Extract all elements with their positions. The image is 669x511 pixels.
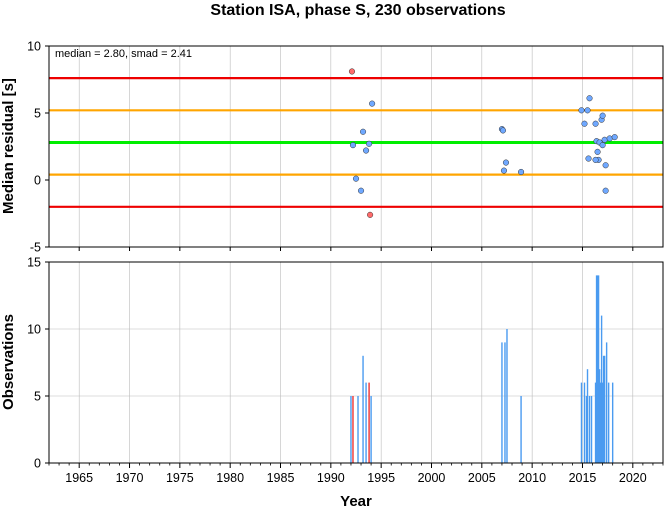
residual-point-26 [599, 112, 606, 119]
x-tick-label-2020: 2020 [619, 471, 647, 485]
observation-bar-23 [600, 315, 603, 463]
residual-point-17 [586, 95, 593, 102]
residual-y-axis-label: Median residual [s] [0, 78, 17, 214]
x-tick-label-2005: 2005 [468, 471, 496, 485]
residual-point-30 [602, 187, 609, 194]
observation-bar-22 [599, 382, 602, 463]
x-tick-label-1995: 1995 [367, 471, 395, 485]
residual-point-13 [518, 168, 525, 176]
residual-point-12 [502, 159, 510, 166]
observation-bar-29 [611, 382, 614, 463]
observation-bar-17 [594, 382, 597, 463]
residual-point-29 [602, 162, 609, 169]
residual-point-4 [359, 128, 367, 135]
observation-bar-1 [352, 396, 354, 463]
residual-points [348, 68, 618, 218]
residual-ytick-label-10: 10 [27, 40, 41, 54]
x-tick-label-2015: 2015 [569, 471, 597, 485]
observation-bar-6 [370, 396, 372, 463]
x-tick-label-1990: 1990 [317, 471, 345, 485]
observations-grid [49, 262, 663, 463]
stats-annotation: median = 2.80, smad = 2.41 [55, 48, 192, 60]
residual-grid [78, 46, 634, 247]
residual-point-20 [594, 148, 601, 155]
residual-point-15 [581, 120, 588, 127]
residual-point-27 [599, 142, 606, 149]
residual-point-6 [366, 140, 373, 147]
observations-y-axis: 0 5 10 15 [27, 256, 49, 471]
observation-bar-0 [350, 396, 352, 463]
residual-point-2 [352, 175, 360, 182]
observations-y-axis-label: Observations [0, 314, 17, 410]
observation-bar-21 [598, 369, 601, 463]
observation-bar-4 [365, 382, 367, 463]
x-tick-label-1965: 1965 [65, 471, 93, 485]
residual-x-ticks [78, 247, 634, 251]
observation-bar-7 [501, 342, 503, 463]
observation-bar-11 [580, 382, 583, 463]
observation-bar-24 [601, 382, 604, 463]
observations-x-axis: 1965 1970 1975 1980 1985 1990 1995 2000 2005 2010… [48, 463, 664, 485]
observation-bar-13 [585, 396, 588, 463]
residual-point-28 [601, 136, 608, 143]
x-tick-label-1970: 1970 [116, 471, 144, 485]
observation-bar-10 [520, 396, 522, 463]
residual-point-1 [349, 142, 357, 149]
observation-bar-5 [368, 382, 370, 463]
chart-title: Station ISA, phase S, 230 observations [210, 2, 505, 19]
observation-bar-14 [586, 369, 589, 463]
observation-bar-18 [595, 275, 598, 463]
observations-ytick-label-5: 5 [34, 390, 41, 404]
observation-bar-16 [590, 396, 593, 463]
residual-point-16 [584, 107, 591, 114]
residual-plot-frame [48, 45, 664, 248]
residual-point-32 [611, 134, 618, 141]
observation-bar-20 [597, 275, 600, 463]
residual-point-3 [357, 187, 365, 194]
residual-point-22 [592, 156, 599, 163]
observation-bar-28 [607, 382, 610, 463]
residual-y-axis: -5 0 5 10 [27, 40, 49, 255]
residual-point-5 [363, 147, 370, 154]
observation-bar-9 [506, 329, 508, 463]
reference-lines [49, 77, 663, 208]
x-tick-label-1975: 1975 [166, 471, 194, 485]
observations-ytick-label-0: 0 [34, 457, 41, 471]
observation-bar-2 [357, 396, 359, 463]
x-tick-label-1980: 1980 [216, 471, 244, 485]
x-tick-label-2000: 2000 [418, 471, 446, 485]
residual-point-11 [500, 167, 508, 174]
residual-point-0 [348, 68, 356, 75]
x-axis-label: Year [340, 493, 372, 510]
observations-ytick-label-15: 15 [27, 256, 41, 270]
residual-point-8 [369, 100, 376, 107]
residual-ytick-label-5: 5 [34, 107, 41, 121]
observation-bar-25 [602, 355, 605, 463]
residual-point-18 [585, 155, 592, 162]
residual-point-31 [606, 135, 613, 142]
observation-bar-3 [362, 355, 364, 463]
observation-bar-12 [583, 382, 586, 463]
observations-panel: 0 5 10 15 1965 1970 1975 1980 1985 1990 1995 2000 2… [0, 256, 664, 510]
residual-panel: -5 0 5 10 median = 2.80, smad = 2.41 Median… [0, 40, 664, 255]
residual-point-10 [499, 127, 507, 134]
observation-bar-15 [588, 396, 591, 463]
residual-ytick-label-0: 0 [34, 174, 41, 188]
observation-bar-19 [596, 275, 599, 463]
observation-bars [350, 275, 614, 463]
residual-point-7 [367, 211, 374, 218]
residual-ytick-label--5: -5 [30, 241, 41, 255]
observation-bar-26 [603, 355, 606, 463]
observations-plot-frame [48, 261, 664, 464]
observation-bar-27 [605, 342, 608, 463]
x-tick-label-2010: 2010 [518, 471, 546, 485]
residual-point-19 [592, 120, 599, 127]
x-tick-label-1985: 1985 [267, 471, 295, 485]
observation-bar-8 [504, 342, 506, 463]
observations-ytick-label-10: 10 [27, 323, 41, 337]
residual-point-14 [578, 107, 585, 114]
